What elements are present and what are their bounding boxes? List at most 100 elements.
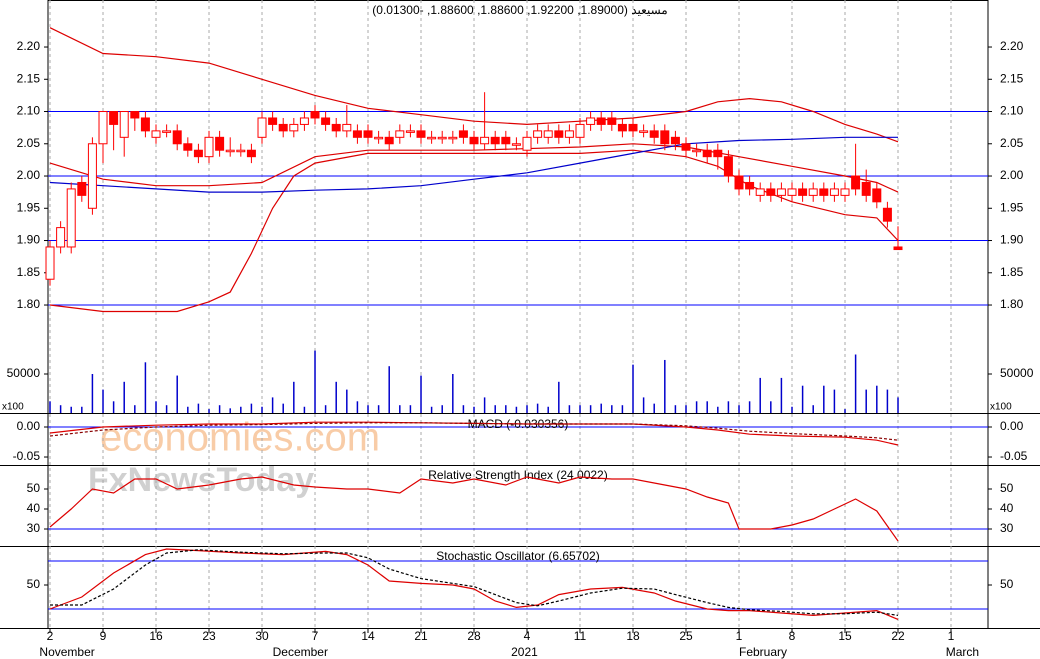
candle-body	[660, 130, 670, 145]
candle-body	[723, 156, 733, 177]
candle-body	[352, 130, 362, 138]
y-tick-label: 1.95	[17, 200, 41, 214]
x-tick-label: 25	[679, 629, 693, 643]
x-tick-label: 22	[891, 629, 905, 643]
y-tick-label: 2.20	[1000, 39, 1024, 53]
candle-body	[734, 175, 744, 190]
watermark: economies.com	[100, 416, 380, 460]
x-tick-label: 18	[626, 629, 640, 643]
candle-body	[310, 111, 320, 119]
month-label: 2021	[511, 645, 538, 659]
candle-body	[172, 130, 182, 145]
candle-body	[130, 111, 140, 119]
x-tick-label: 11	[574, 629, 587, 643]
candle-body	[183, 143, 193, 151]
y-tick-label: 2.00	[1000, 168, 1024, 182]
candle-body	[787, 188, 797, 196]
y-tick-label: 0.00	[1000, 419, 1024, 433]
candle-body	[321, 117, 331, 125]
candle-body	[575, 123, 585, 138]
watermark: FxNewsToday	[88, 461, 314, 499]
candle-body	[77, 181, 87, 196]
x-tick-label: 21	[414, 629, 428, 643]
x-tick-label: 7	[312, 629, 319, 643]
y-tick-label: 50	[27, 481, 41, 495]
candle-body	[586, 117, 596, 125]
candle-body	[851, 175, 861, 190]
candle-body	[289, 123, 299, 132]
series-line	[50, 549, 899, 616]
candle-body	[617, 123, 627, 132]
candle-body	[204, 136, 214, 158]
candle-body	[45, 246, 55, 280]
candle-body	[766, 188, 776, 196]
y-tick-label: 50000	[1000, 366, 1034, 380]
candle-body	[501, 136, 511, 145]
series-line	[49, 476, 899, 542]
candle-body	[395, 130, 405, 138]
candle-body	[607, 117, 617, 125]
series-line	[49, 422, 899, 441]
candle-body	[596, 117, 606, 125]
x-tick-label: 9	[100, 629, 107, 643]
candle-body	[861, 181, 871, 196]
candle-body	[554, 130, 564, 138]
y-tick-label: 2.15	[17, 71, 41, 85]
candle-body	[670, 136, 680, 145]
y-tick-label: -0.05	[13, 449, 41, 463]
candle-body	[405, 130, 415, 133]
y-tick-label: 1.80	[17, 297, 41, 311]
candle-body	[246, 149, 256, 158]
y-tick-label: 1.90	[1000, 233, 1024, 247]
y-tick-label: 1.85	[1000, 265, 1024, 279]
candle-body	[469, 136, 479, 145]
candle-body	[331, 123, 341, 132]
candle-body	[437, 136, 447, 140]
y-tick-label: 30	[1000, 521, 1014, 535]
y-tick-label: 30	[27, 521, 41, 535]
y-tick-label: 2.10	[17, 104, 41, 118]
series-line	[49, 136, 898, 193]
candle-body	[533, 130, 543, 138]
candle-body	[193, 149, 203, 158]
candle-body	[840, 188, 850, 196]
y-tick-label: 40	[1000, 501, 1014, 515]
x-tick-label: 14	[361, 629, 375, 643]
candle-body	[151, 130, 161, 138]
candle-body	[257, 117, 267, 138]
x-tick-label: 2	[47, 629, 54, 643]
month-label: February	[739, 645, 787, 659]
y-tick-label: 1.95	[1000, 200, 1024, 214]
x-tick-label: 23	[202, 629, 216, 643]
series-line	[49, 27, 899, 143]
x-tick-label: 1	[736, 629, 743, 643]
candle-body	[363, 130, 373, 138]
candle-body	[268, 117, 278, 125]
candle-body	[882, 207, 892, 222]
x-tick-label: 30	[255, 629, 269, 643]
candle-body	[236, 149, 246, 153]
candle-body	[829, 188, 839, 196]
y-tick-label: 1.85	[17, 265, 41, 279]
candle-body	[628, 123, 638, 132]
y-tick-label: 40	[27, 501, 41, 515]
candle-body	[278, 123, 288, 132]
candle-body	[564, 130, 574, 138]
candle-body	[374, 136, 384, 140]
candle-body	[872, 188, 882, 203]
candle-body	[299, 117, 309, 125]
candle-body	[225, 149, 235, 153]
candle-body	[808, 188, 818, 196]
y-tick-label: 50000	[7, 366, 41, 380]
candle-body	[522, 136, 532, 151]
candle-body	[87, 143, 97, 209]
candle-body	[681, 143, 691, 151]
candle-body	[692, 149, 702, 153]
y-tick-label: 50	[1000, 481, 1014, 495]
candle-body	[215, 136, 225, 151]
y-tick-label: 2.00	[17, 168, 41, 182]
month-label: December	[273, 645, 328, 659]
y-tick-label: 2.05	[17, 136, 41, 150]
month-label: March	[946, 645, 979, 659]
